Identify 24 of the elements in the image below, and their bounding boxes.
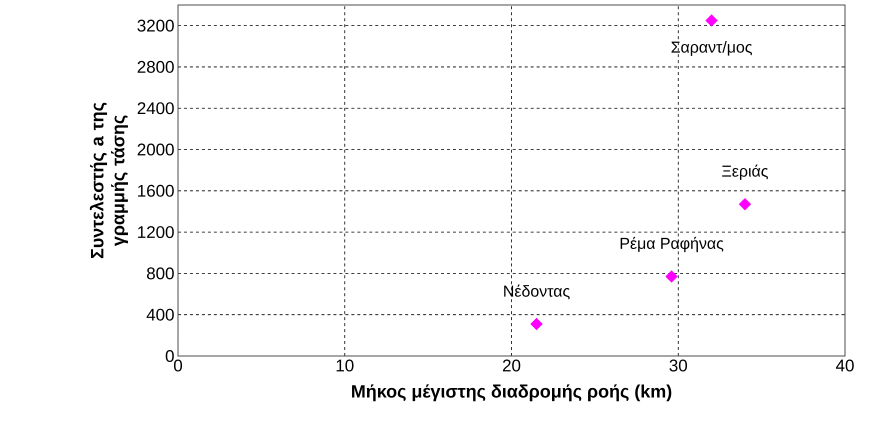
y-tick-label: 3200 xyxy=(137,20,174,32)
annotation: Ξεριάς xyxy=(722,164,768,180)
annotation: Ρέμα Ραφήνας xyxy=(620,236,724,252)
y-tick-label: 2000 xyxy=(138,144,174,156)
annotation: Σαραντ/μος xyxy=(672,41,752,56)
y-tick-label: 2800 xyxy=(138,60,174,73)
x-tick-label: 10 xyxy=(336,360,354,372)
x-tick-label: 30 xyxy=(669,360,688,372)
y-tick-label: 800 xyxy=(146,267,174,280)
x-tick-label: 20 xyxy=(502,360,520,372)
x-tick-label: 40 xyxy=(836,360,854,372)
point xyxy=(530,318,543,330)
point xyxy=(738,198,752,210)
point xyxy=(705,14,718,27)
annotation: Νέδοντας xyxy=(504,284,570,300)
y-tick-label: 2400 xyxy=(138,102,174,114)
point xyxy=(665,270,678,283)
x-tick-label: 0 xyxy=(174,360,182,372)
y-axis-title: Συντελεστής a της γραμμής τάσης xyxy=(90,102,128,258)
y-tick-label: 0 xyxy=(166,350,174,362)
y-tick-label: 400 xyxy=(146,308,174,321)
y-tick-label: 1600 xyxy=(138,184,174,197)
x-axis-title: Μήκος μέγιστης διαδρομής ροής (km) xyxy=(352,384,672,402)
y-tick-label: 1200 xyxy=(138,226,174,238)
